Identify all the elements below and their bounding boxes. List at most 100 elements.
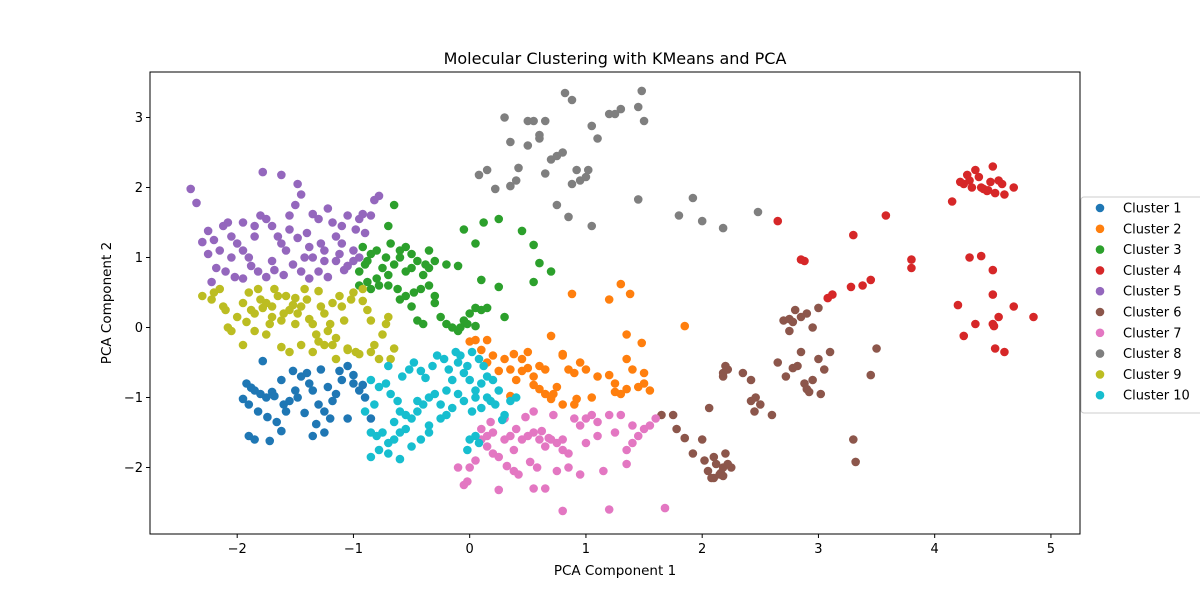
cluster-6-point: [773, 358, 783, 367]
cluster-1-point: [358, 380, 368, 390]
cluster-3-point: [407, 263, 416, 273]
cluster-3-point: [535, 258, 544, 268]
cluster-9-point: [354, 349, 364, 359]
cluster-5-point: [323, 272, 333, 282]
cluster-9-point: [358, 284, 368, 294]
cluster-5-point: [186, 184, 195, 194]
cluster-9-point: [331, 333, 341, 343]
cluster-4-point: [988, 290, 998, 299]
cluster-5-point: [261, 214, 271, 224]
cluster-5-point: [277, 239, 286, 248]
cluster-4-point: [997, 179, 1007, 189]
cluster-8-point: [567, 179, 577, 189]
legend-label: Cluster 9: [1123, 368, 1182, 383]
cluster-3-point: [500, 312, 509, 322]
cluster-2-point: [639, 379, 649, 388]
cluster-9-point: [291, 293, 300, 303]
cluster-9-point: [302, 295, 312, 304]
cluster-2-point: [604, 370, 614, 380]
cluster-8-point: [581, 172, 591, 182]
cluster-10-point: [511, 393, 521, 402]
cluster-3-point: [424, 263, 434, 273]
cluster-7-point: [514, 470, 523, 479]
cluster-1-point: [308, 431, 318, 441]
cluster-5-point: [308, 253, 318, 262]
cluster-10-point: [465, 375, 474, 385]
cluster-7-point: [651, 414, 660, 423]
cluster-5-point: [300, 253, 309, 262]
cluster-9-point: [378, 330, 387, 339]
cluster-7-point: [465, 463, 474, 472]
cluster-2-point: [616, 279, 626, 289]
cluster-4-point: [866, 275, 876, 285]
cluster-9-point: [273, 291, 283, 301]
x-tick-label: 3: [814, 542, 822, 557]
legend: Cluster 1 Cluster 2 Cluster 3 Cluster 4 Clus…: [1080, 196, 1200, 414]
cluster-3-point: [424, 246, 434, 255]
x-tick-label: 1: [582, 542, 590, 557]
y-axis-label: PCA Component 2: [99, 242, 115, 364]
cluster-3-point: [430, 256, 440, 266]
cluster-8-point: [587, 121, 597, 131]
legend-label: Cluster 2: [1123, 222, 1182, 237]
cluster-5-point: [203, 249, 213, 259]
cluster-9-point: [320, 309, 329, 318]
cluster-3-point: [407, 302, 416, 311]
cluster-3-point: [384, 270, 393, 280]
cluster-6-point: [819, 365, 829, 374]
points-layer: [186, 86, 1038, 516]
cluster-7-point: [509, 445, 519, 455]
cluster-4-point: [823, 293, 833, 303]
cluster-2-point: [639, 368, 649, 378]
cluster-9-point: [320, 340, 329, 350]
cluster-9-point: [288, 300, 298, 310]
cluster-1-point: [250, 435, 259, 444]
cluster-9-point: [296, 302, 306, 311]
cluster-3-point: [381, 253, 391, 262]
cluster-2-point: [529, 372, 538, 381]
cluster-10-point: [416, 366, 426, 376]
cluster-9-point: [339, 316, 349, 325]
cluster-1-point: [331, 389, 341, 399]
cluster-8-point: [572, 165, 581, 175]
cluster-9-point: [296, 340, 306, 350]
cluster-3-point: [413, 256, 422, 266]
cluster-1-point: [291, 386, 300, 395]
legend-marker: [1095, 307, 1105, 317]
cluster-4-point: [907, 263, 916, 273]
cluster-9-point: [314, 286, 323, 296]
cluster-6-point: [785, 326, 794, 336]
cluster-3-point: [494, 214, 504, 224]
cluster-4-point: [988, 162, 998, 171]
cluster-2-point: [680, 321, 690, 331]
cluster-8-point: [511, 176, 521, 185]
cluster-6-point: [711, 459, 721, 469]
cluster-10-point: [366, 452, 376, 462]
cluster-5-point: [293, 179, 302, 189]
plot-frame: [149, 71, 1081, 535]
cluster-4-point: [846, 282, 856, 292]
cluster-5-point: [320, 246, 329, 255]
cluster-3-point: [389, 200, 399, 210]
cluster-5-point: [354, 253, 364, 262]
x-tick-label: 5: [1047, 542, 1055, 557]
cluster-4-point: [971, 165, 980, 175]
cluster-1-point: [288, 366, 298, 376]
cluster-3-point: [517, 226, 527, 236]
legend-label: Cluster 10: [1123, 389, 1190, 404]
cluster-6-point: [704, 403, 714, 413]
cluster-10-point: [413, 396, 422, 406]
cluster-1-point: [343, 414, 352, 423]
cluster-4-point: [955, 177, 965, 187]
cluster-6-point: [700, 456, 709, 465]
cluster-6-point: [790, 305, 800, 315]
cluster-9-point: [261, 330, 271, 339]
cluster-6-point: [851, 457, 860, 467]
cluster-5-point: [261, 272, 271, 282]
cluster-7-point: [537, 426, 547, 436]
cluster-9-point: [267, 302, 277, 311]
cluster-3-point: [416, 284, 426, 294]
cluster-10-point: [370, 400, 379, 409]
cluster-4-point: [1000, 190, 1009, 199]
cluster-7-point: [502, 461, 512, 471]
